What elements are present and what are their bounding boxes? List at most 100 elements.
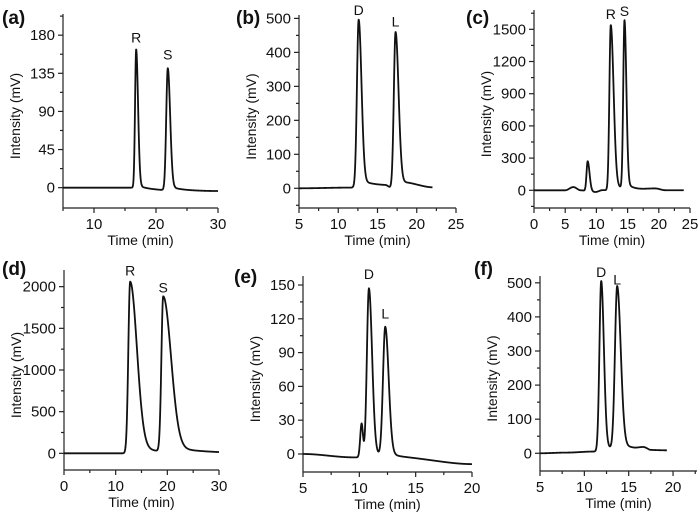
peak-label: L [613, 271, 621, 287]
y-tick-label: 500 [507, 275, 532, 292]
y-tick-label: 1500 [23, 320, 56, 337]
chromatogram-trace [539, 280, 668, 455]
x-tick-label: 25 [448, 216, 465, 233]
chart-panel-d: 0 500 1000 1500 2000 0 10 20 30 Time (min) Intensi… [2, 259, 227, 510]
y-tick-label: 900 [501, 86, 526, 103]
peak-label: L [381, 305, 389, 321]
chart-panel-b: 0 100 200 300 400 500 5 10 15 20 25 Time (min) Inten… [236, 2, 464, 248]
x-tick-label: 10 [86, 216, 103, 233]
y-tick-label: 60 [278, 378, 295, 395]
panel-label: (a) [2, 8, 25, 29]
x-axis-title: Time (min) [344, 232, 410, 248]
y-tick-label: 200 [507, 377, 532, 394]
x-axis-title: Time (min) [579, 232, 645, 248]
chromatogram-trace [533, 19, 685, 193]
x-tick-label: 5 [299, 480, 307, 497]
x-axis-title: Time (min) [108, 494, 174, 510]
y-tick-label: 0 [48, 445, 56, 462]
y-tick-label: 180 [30, 27, 55, 44]
x-tick-label: 5 [295, 216, 303, 233]
y-tick-label: 600 [501, 118, 526, 135]
y-tick-label: 135 [30, 65, 55, 82]
y-tick-label: 120 [270, 311, 295, 328]
x-tick-label: 15 [369, 216, 386, 233]
x-axis-title: Time (min) [107, 232, 173, 248]
x-tick-label: 30 [210, 216, 227, 233]
y-tick-label: 45 [38, 142, 55, 159]
x-tick-label: 15 [620, 479, 637, 496]
chart-panel-f: 0 100 200 300 400 500 5 10 15 20 Time (min) Intensi… [474, 259, 697, 511]
y-tick-label: 400 [507, 309, 532, 326]
peak-label: R [606, 6, 616, 22]
x-tick-label: 20 [408, 216, 425, 233]
x-tick-label: 5 [536, 479, 544, 496]
y-tick-label: 2000 [23, 279, 56, 296]
y-tick-label: 300 [501, 150, 526, 167]
y-tick-label: 150 [270, 277, 295, 294]
y-axis-title: Intensity (mV) [243, 73, 259, 159]
x-tick-label: 25 [682, 216, 699, 233]
x-tick-label: 5 [561, 216, 569, 233]
panel-label: (f) [474, 259, 493, 280]
y-tick-label: 1500 [493, 21, 526, 38]
y-axis-title: Intensity (mV) [247, 336, 263, 422]
chart-panel-a: 0 45 90 135 180 10 20 30 Time (min) Intensity (mV… [2, 8, 226, 248]
peak-label: R [131, 30, 141, 46]
x-tick-label: 20 [159, 478, 176, 495]
y-tick-label: 90 [278, 345, 295, 362]
y-axis-title: Intensity (mV) [478, 71, 494, 157]
y-tick-label: 500 [31, 404, 56, 421]
x-tick-label: 20 [665, 479, 682, 496]
y-tick-label: 200 [266, 112, 291, 129]
peak-label: S [163, 47, 172, 63]
y-axis-title: Intensity (mV) [484, 335, 500, 421]
chart-panel-e: 0 30 60 90 120 150 5 10 15 20 Time (min) Intensity … [234, 266, 480, 512]
x-tick-label: 15 [407, 480, 424, 497]
x-tick-label: 20 [650, 216, 667, 233]
y-tick-label: 400 [266, 44, 291, 61]
x-axis-title: Time (min) [354, 496, 420, 512]
y-tick-label: 30 [278, 412, 295, 429]
y-tick-label: 100 [266, 146, 291, 163]
chromatogram-trace [63, 280, 220, 455]
y-tick-label: 300 [507, 343, 532, 360]
y-tick-label: 300 [266, 78, 291, 95]
y-tick-label: 0 [47, 180, 55, 197]
x-tick-label: 20 [148, 216, 165, 233]
x-tick-label: 10 [588, 216, 605, 233]
panel-label: (e) [234, 267, 257, 288]
y-tick-label: 500 [266, 10, 291, 27]
chromatogram-trace [302, 287, 473, 465]
peak-label: D [596, 264, 606, 280]
x-tick-label: 0 [60, 478, 68, 495]
peak-label: D [354, 2, 364, 18]
y-tick-label: 90 [38, 103, 55, 120]
peak-label: R [125, 263, 135, 279]
x-axis-title: Time (min) [585, 495, 651, 511]
y-tick-label: 1200 [493, 54, 526, 71]
y-tick-label: 0 [524, 445, 532, 462]
y-axis-title: Intensity (mV) [8, 332, 24, 418]
y-tick-label: 0 [518, 182, 526, 199]
x-tick-label: 20 [464, 480, 481, 497]
x-tick-label: 15 [619, 216, 636, 233]
y-axis-title: Intensity (mV) [7, 73, 23, 159]
y-tick-label: 1000 [23, 362, 56, 379]
x-tick-label: 10 [330, 216, 347, 233]
peak-label: S [159, 279, 168, 295]
peak-label: S [620, 3, 629, 19]
chromatogram-trace [298, 18, 434, 190]
peak-label: D [364, 266, 374, 282]
x-tick-label: 10 [107, 478, 124, 495]
panel-label: (b) [236, 8, 260, 29]
panel-label: (c) [466, 8, 489, 29]
y-tick-label: 0 [287, 446, 295, 463]
x-tick-label: 30 [211, 478, 228, 495]
chart-panel-c: 0 300 600 900 1200 1500 0 5 10 15 20 25 Time (min) In… [466, 3, 698, 248]
x-tick-label: 10 [351, 480, 368, 497]
panel-label: (d) [2, 259, 26, 280]
peak-label: L [392, 14, 400, 30]
y-tick-label: 100 [507, 411, 532, 428]
y-tick-label: 0 [283, 180, 291, 197]
